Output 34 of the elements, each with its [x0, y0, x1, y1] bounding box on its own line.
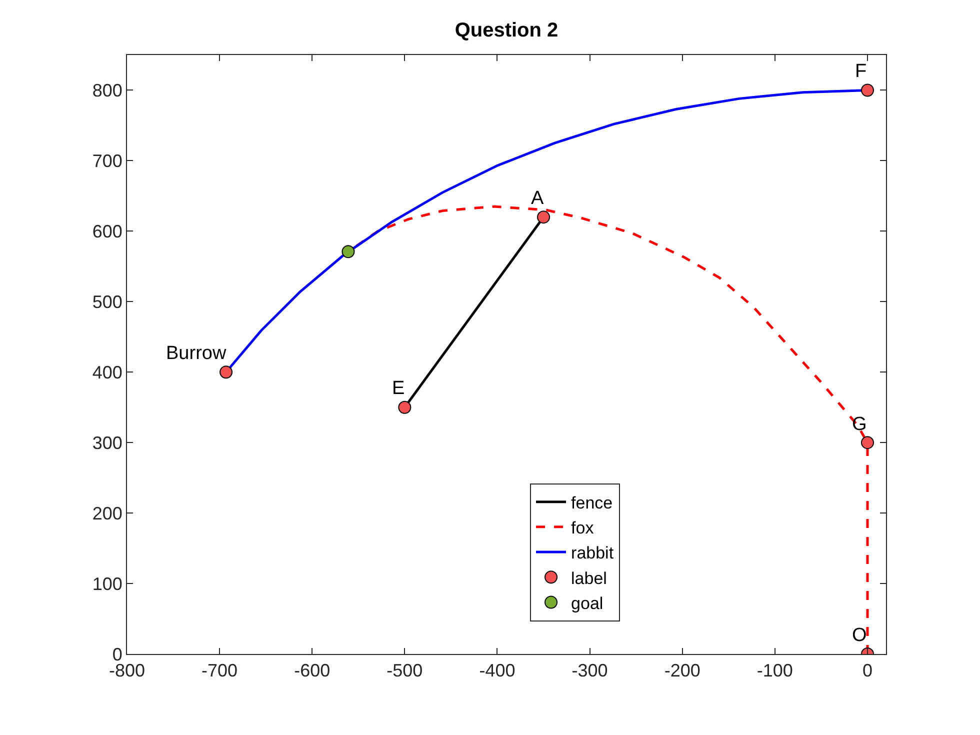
y-tick-label: 400: [92, 362, 122, 382]
annotation: G: [852, 414, 867, 435]
annotation: A: [531, 188, 544, 209]
x-tick-label: -300: [572, 660, 608, 681]
point: [537, 210, 550, 224]
legend-label: goal: [571, 594, 604, 613]
point: [220, 366, 233, 379]
x-tick-label: -100: [756, 660, 793, 681]
point: [860, 436, 874, 450]
x-tick-label: -600: [294, 660, 330, 681]
x-tick-label: -500: [386, 660, 423, 681]
x-tick-label: 0: [862, 660, 872, 681]
y-tick-label: 500: [92, 292, 122, 312]
legend-label: fence: [571, 493, 613, 512]
y-tick-label: 700: [92, 151, 122, 172]
y-tick-label: 800: [92, 80, 122, 101]
x-tick-label: -700: [202, 660, 238, 681]
point: [860, 84, 874, 97]
annotation: O: [852, 625, 867, 646]
y-tick-label: 200: [92, 503, 122, 524]
legend-label: label: [571, 568, 607, 588]
annotation: E: [392, 378, 405, 399]
y-tick-label: 300: [92, 432, 122, 453]
legend-label: rabbit: [571, 544, 614, 563]
point: [342, 245, 355, 258]
y-tick-label: 100: [92, 574, 122, 594]
x-tick-label: -400: [479, 660, 516, 681]
annotation: Burrow: [166, 343, 226, 364]
y-tick-label: 600: [92, 221, 122, 242]
chart-title: Question 2: [454, 19, 558, 42]
x-tick-label: -200: [664, 660, 700, 681]
legend-label: fox: [571, 518, 594, 538]
point: [398, 400, 412, 414]
annotation: F: [855, 61, 867, 82]
